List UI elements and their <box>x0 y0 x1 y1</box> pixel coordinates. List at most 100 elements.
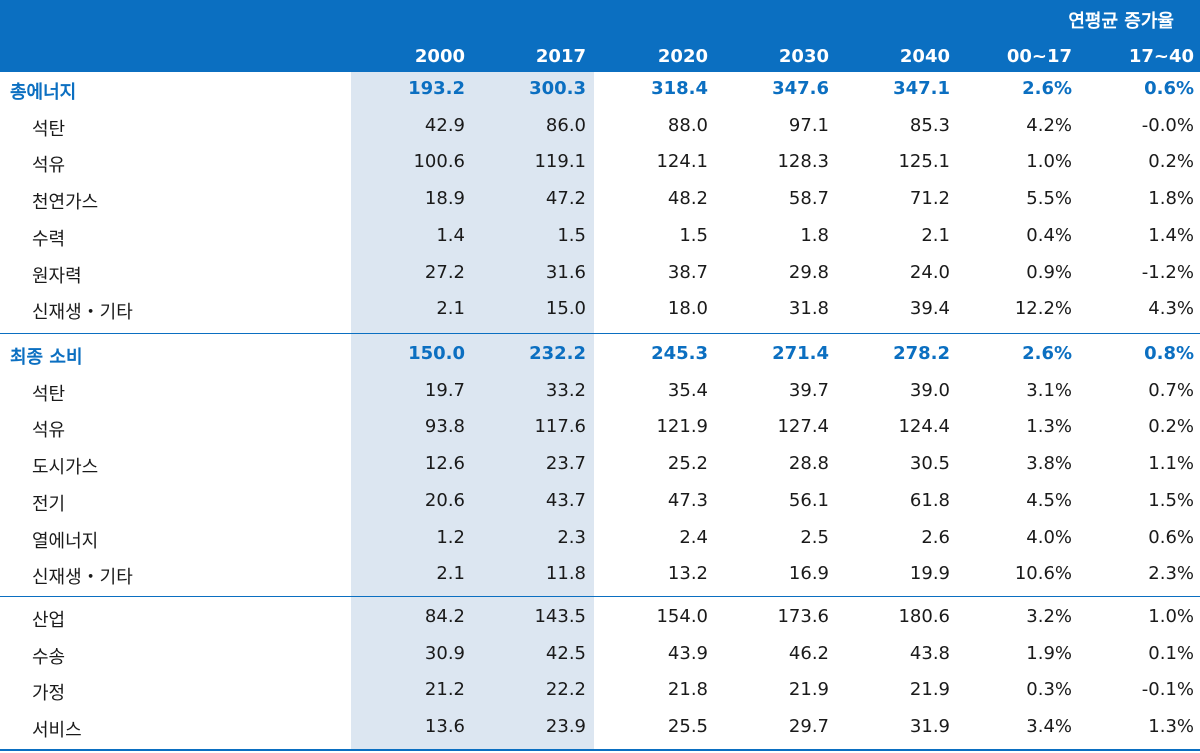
row-label: 최종 소비 <box>10 347 83 368</box>
table-cell: 347.6 <box>772 78 829 99</box>
row-label: 전기 <box>32 493 66 515</box>
table-cell: 0.4% <box>1026 224 1072 246</box>
table-cell: 1.8% <box>1148 188 1194 210</box>
highlight-columns-background <box>351 72 594 750</box>
row-label: 서비스 <box>32 720 82 742</box>
table-row: 가정 21.2 22.2 21.8 21.9 21.9 0.3% -0.1% <box>0 673 1200 709</box>
table-row: 도시가스 12.6 23.7 25.2 28.8 30.5 3.8% 1.1% <box>0 447 1200 483</box>
table-cell: 25.5 <box>667 716 708 738</box>
table-cell: 154.0 <box>656 606 708 627</box>
table-cell: 10.6% <box>1014 563 1072 585</box>
table-cell: 86.0 <box>545 114 586 136</box>
table-row: 석탄 19.7 33.2 35.4 39.7 39.0 3.1% 0.7% <box>0 374 1200 410</box>
table-row: 석유 100.6 119.1 124.1 128.3 125.1 1.0% 0.2% <box>0 145 1200 181</box>
table-cell: 23.9 <box>545 716 586 738</box>
table-cell: 100.6 <box>413 151 465 173</box>
table-cell: 88.0 <box>667 114 708 136</box>
table-cell: 21.2 <box>424 679 465 701</box>
table-cell: 3.1% <box>1026 379 1072 401</box>
table-cell: -1.2% <box>1141 261 1194 283</box>
table-cell: 47.3 <box>667 489 708 511</box>
table-cell: 150.0 <box>408 343 465 364</box>
table-cell: 1.9% <box>1026 642 1072 664</box>
table-cell: 48.2 <box>667 188 708 210</box>
table-row: 석탄 42.9 86.0 88.0 97.1 85.3 4.2% -0.0% <box>0 109 1200 145</box>
table-cell: 1.0% <box>1148 606 1194 627</box>
section-divider <box>0 333 1200 334</box>
table-row: 신재생・기타 2.1 11.8 13.2 16.9 19.9 10.6% 2.3% <box>0 557 1200 593</box>
table-cell: 21.9 <box>909 679 950 701</box>
table-cell: 58.7 <box>788 188 829 210</box>
table-cell: 2.5 <box>800 526 829 548</box>
row-label: 신재생・기타 <box>32 302 133 324</box>
table-cell: 3.8% <box>1026 453 1072 475</box>
table-cell: 93.8 <box>424 416 465 438</box>
table-cell: 180.6 <box>898 606 950 627</box>
table-cell: 56.1 <box>788 489 829 511</box>
table-cell: 29.8 <box>788 261 829 283</box>
table-cell: 0.3% <box>1026 679 1072 701</box>
row-label: 석탄 <box>32 118 66 140</box>
table-cell: 13.6 <box>424 716 465 738</box>
table-cell: 38.7 <box>667 261 708 283</box>
table-cell: -0.1% <box>1141 679 1194 701</box>
table-cell: 1.3% <box>1148 716 1194 738</box>
table-cell: 2.4 <box>679 526 708 548</box>
row-label: 천연가스 <box>32 192 99 214</box>
row-label: 도시가스 <box>32 457 99 479</box>
table-cell: 43.9 <box>667 642 708 664</box>
table-cell: 0.6% <box>1148 526 1194 548</box>
table-cell: 0.2% <box>1148 416 1194 438</box>
row-label: 석유 <box>32 155 66 177</box>
table-cell: 46.2 <box>788 642 829 664</box>
column-header: 2020 <box>657 46 708 67</box>
table-cell: 19.9 <box>909 563 950 585</box>
table-cell: 43.8 <box>909 642 950 664</box>
table-cell: 15.0 <box>545 298 586 320</box>
table-cell: 19.7 <box>424 379 465 401</box>
table-cell: 25.2 <box>667 453 708 475</box>
total-row: 총에너지 193.2 300.3 318.4 347.6 347.1 2.6% 0.6% <box>0 72 1200 108</box>
row-label: 원자력 <box>32 265 82 287</box>
table-cell: 119.1 <box>534 151 586 173</box>
table-cell: 31.6 <box>545 261 586 283</box>
table-cell: 2.3% <box>1148 563 1194 585</box>
column-header: 2017 <box>535 46 586 67</box>
table-cell: 4.3% <box>1148 298 1194 320</box>
row-label: 총에너지 <box>10 82 77 103</box>
table-row: 수력 1.4 1.5 1.5 1.8 2.1 0.4% 1.4% <box>0 219 1200 255</box>
table-row: 열에너지 1.2 2.3 2.4 2.5 2.6 4.0% 0.6% <box>0 521 1200 557</box>
table-cell: 1.4% <box>1148 224 1194 246</box>
table-cell: 271.4 <box>772 343 829 364</box>
table-cell: 31.9 <box>909 716 950 738</box>
table-cell: 39.0 <box>909 379 950 401</box>
table-cell: 143.5 <box>534 606 586 627</box>
table-cell: 300.3 <box>529 78 586 99</box>
table-cell: 117.6 <box>534 416 586 438</box>
row-label: 열에너지 <box>32 530 99 552</box>
table-cell: 1.2 <box>436 526 465 548</box>
row-label: 신재생・기타 <box>32 567 133 589</box>
table-cell: 318.4 <box>651 78 708 99</box>
table-cell: 128.3 <box>777 151 829 173</box>
table-cell: 2.6 <box>921 526 950 548</box>
row-label: 수송 <box>32 646 66 668</box>
table-cell: 2.6% <box>1022 343 1072 364</box>
table-cell: 0.9% <box>1026 261 1072 283</box>
column-header: 17~40 <box>1128 46 1194 67</box>
table-cell: 1.5 <box>679 224 708 246</box>
table-cell: 29.7 <box>788 716 829 738</box>
table-cell: 2.6% <box>1022 78 1072 99</box>
table-cell: 1.5 <box>557 224 586 246</box>
table-cell: 125.1 <box>898 151 950 173</box>
table-cell: 21.9 <box>788 679 829 701</box>
table-cell: 127.4 <box>777 416 829 438</box>
column-header: 00~17 <box>1006 46 1072 67</box>
section-divider <box>0 596 1200 597</box>
row-label: 수력 <box>32 228 66 250</box>
table-cell: 1.4 <box>436 224 465 246</box>
table-cell: 124.1 <box>656 151 708 173</box>
table-cell: 97.1 <box>788 114 829 136</box>
table-cell: 193.2 <box>408 78 465 99</box>
table-cell: 24.0 <box>909 261 950 283</box>
